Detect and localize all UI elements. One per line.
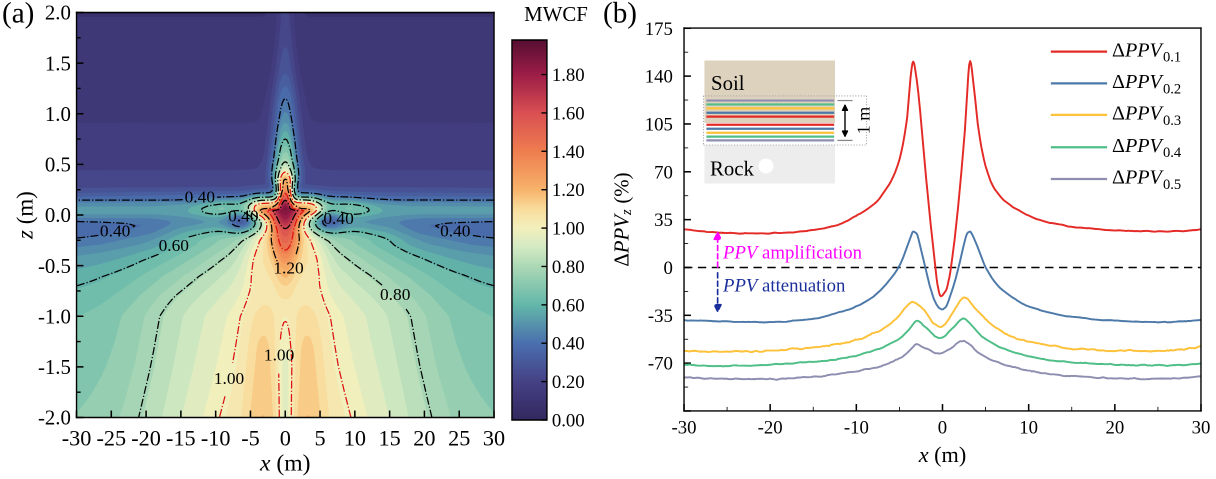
svg-text:0: 0 bbox=[280, 425, 291, 450]
svg-text:1.20: 1.20 bbox=[273, 259, 304, 278]
svg-text:Soil: Soil bbox=[711, 71, 745, 95]
svg-text:2.0: 2.0 bbox=[45, 1, 71, 25]
svg-text:Δ P P V: Δ P P V bbox=[1112, 68, 1190, 93]
svg-text:20: 20 bbox=[413, 425, 435, 450]
svg-text:140: 140 bbox=[645, 67, 673, 88]
svg-text:25: 25 bbox=[448, 425, 470, 450]
svg-text:(a): (a) bbox=[2, 0, 34, 29]
svg-text:10: 10 bbox=[344, 425, 366, 450]
svg-text:-30: -30 bbox=[672, 418, 697, 439]
svg-text:Δ ( %: Δ ( % ) P P V z bbox=[608, 128, 636, 267]
svg-text:-20: -20 bbox=[758, 418, 783, 439]
svg-text:1.60: 1.60 bbox=[552, 103, 585, 124]
svg-text:0.20: 0.20 bbox=[552, 372, 585, 393]
svg-text:0.0: 0.0 bbox=[45, 203, 71, 227]
svg-text:0.4: 0.4 bbox=[1163, 145, 1182, 161]
svg-text:0: 0 bbox=[938, 418, 947, 439]
svg-text:-70: -70 bbox=[648, 354, 673, 375]
svg-text:(b): (b) bbox=[603, 0, 637, 29]
svg-text:-10: -10 bbox=[201, 425, 231, 450]
svg-text:-5: -5 bbox=[241, 425, 260, 450]
svg-text:-30: -30 bbox=[62, 425, 92, 450]
svg-text:0.00: 0.00 bbox=[552, 411, 585, 432]
svg-text:0.3: 0.3 bbox=[1163, 113, 1181, 129]
svg-text:30: 30 bbox=[1192, 418, 1211, 439]
svg-text:0: 0 bbox=[664, 258, 673, 279]
svg-text:15: 15 bbox=[379, 425, 401, 450]
svg-text:0.5: 0.5 bbox=[1163, 177, 1181, 193]
svg-text:0.40: 0.40 bbox=[100, 221, 131, 240]
svg-text:0.40: 0.40 bbox=[323, 209, 354, 228]
svg-text:-1.5: -1.5 bbox=[38, 355, 71, 379]
svg-text:0.80: 0.80 bbox=[380, 285, 411, 304]
svg-text:1.00: 1.00 bbox=[214, 369, 245, 388]
svg-text:1.40: 1.40 bbox=[552, 142, 585, 163]
svg-text:105: 105 bbox=[645, 114, 673, 135]
svg-text:70: 70 bbox=[654, 162, 673, 183]
svg-text:30: 30 bbox=[483, 425, 505, 450]
svg-text:MWCF: MWCF bbox=[524, 2, 588, 26]
svg-text:-0.5: -0.5 bbox=[38, 254, 71, 278]
svg-text:x ( m: x ( m ) bbox=[918, 442, 1005, 468]
svg-text:0.40: 0.40 bbox=[552, 334, 585, 355]
svg-text:-15: -15 bbox=[166, 425, 196, 450]
svg-text:-35: -35 bbox=[648, 306, 673, 327]
svg-text:1.00: 1.00 bbox=[264, 346, 295, 365]
svg-text:-2.0: -2.0 bbox=[38, 406, 71, 430]
svg-text:-20: -20 bbox=[131, 425, 161, 450]
svg-text:Δ P P V: Δ P P V bbox=[1112, 36, 1190, 61]
svg-text:5: 5 bbox=[314, 425, 325, 450]
svg-text:1 m: 1 m bbox=[854, 107, 874, 135]
svg-text:0.60: 0.60 bbox=[159, 236, 190, 255]
svg-text:0.40: 0.40 bbox=[440, 221, 471, 240]
svg-text:P P V a: P P V a m p l i f i c a t i o n bbox=[722, 238, 890, 263]
svg-text:-10: -10 bbox=[844, 418, 869, 439]
svg-text:0.80: 0.80 bbox=[552, 257, 585, 278]
svg-text:0.60: 0.60 bbox=[552, 295, 585, 316]
svg-text:0.1: 0.1 bbox=[1163, 50, 1181, 66]
svg-text:10: 10 bbox=[1019, 418, 1038, 439]
svg-text:1.80: 1.80 bbox=[552, 65, 585, 86]
svg-text:1.20: 1.20 bbox=[552, 180, 585, 201]
svg-text:175: 175 bbox=[645, 19, 673, 40]
svg-text:0.40: 0.40 bbox=[228, 207, 259, 226]
svg-text:z ( m: z ( m ) bbox=[13, 152, 38, 240]
svg-text:Rock: Rock bbox=[710, 157, 755, 181]
svg-text:1.5: 1.5 bbox=[45, 51, 71, 75]
svg-text:0.40: 0.40 bbox=[185, 188, 216, 207]
svg-text:1.00: 1.00 bbox=[552, 219, 585, 240]
svg-text:-25: -25 bbox=[96, 425, 126, 450]
svg-text:0.2: 0.2 bbox=[1163, 81, 1181, 97]
svg-text:20: 20 bbox=[1105, 418, 1124, 439]
svg-text:0.5: 0.5 bbox=[45, 153, 71, 177]
svg-text:35: 35 bbox=[654, 210, 673, 231]
svg-text:-1.0: -1.0 bbox=[38, 304, 71, 328]
svg-text:Δ P P V: Δ P P V bbox=[1112, 132, 1190, 157]
svg-text:x ( m: x ( m ) bbox=[259, 451, 349, 477]
svg-text:Δ P P V: Δ P P V bbox=[1112, 164, 1190, 189]
svg-text:Δ P P V: Δ P P V bbox=[1112, 100, 1190, 125]
svg-text:P P V a: P P V a t t e n u a t i o n bbox=[722, 271, 873, 297]
svg-text:1.0: 1.0 bbox=[45, 102, 71, 126]
